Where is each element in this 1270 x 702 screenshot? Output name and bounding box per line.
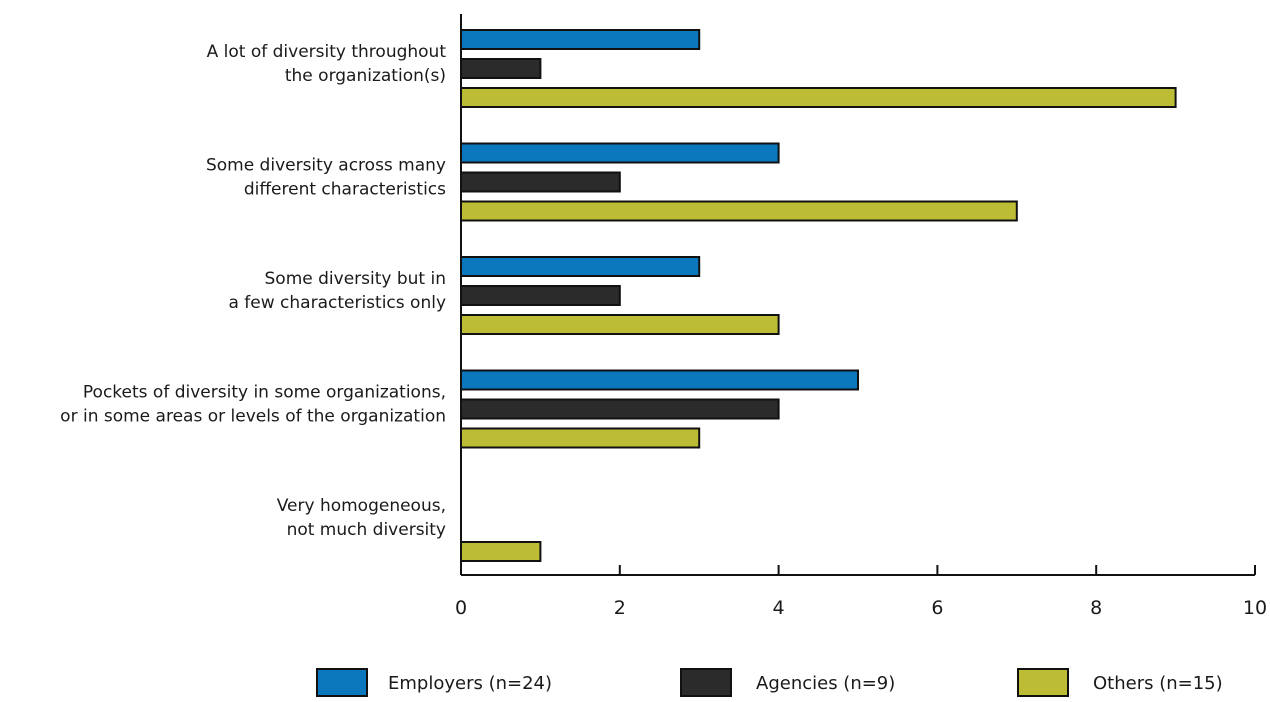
- category-label-line: the organization(s): [285, 66, 446, 86]
- legend-label: Others (n=15): [1093, 673, 1223, 694]
- bar-0-0: [460, 29, 701, 50]
- x-tick-label: 2: [614, 597, 626, 619]
- bar-0-2: [460, 256, 701, 277]
- bar-1-0: [460, 58, 542, 79]
- x-tick-label: 8: [1090, 597, 1102, 619]
- bar-1-1: [460, 171, 621, 193]
- bar-2-0: [460, 87, 1177, 108]
- x-tick-label: 0: [455, 597, 467, 619]
- category-label-line: Some diversity but in: [265, 269, 446, 289]
- bar-1-3: [460, 398, 780, 420]
- category-label: Some diversity but in a few characteristi…: [228, 269, 446, 313]
- category-label-line: Pockets of diversity in some organizatio…: [83, 383, 446, 403]
- bar-2-1: [460, 200, 1018, 222]
- bar-2-3: [460, 427, 701, 449]
- bar-0-1: [460, 142, 780, 164]
- category-label-line: A lot of diversity throughout: [207, 42, 447, 62]
- legend-swatch: [316, 668, 368, 697]
- category-labels-group: A lot of diversity throughout the organiz…: [60, 42, 446, 540]
- axes-group: [460, 14, 1255, 576]
- bar-1-2: [460, 285, 621, 306]
- x-tick-label: 4: [773, 597, 785, 619]
- bars-group: [460, 29, 1177, 562]
- category-label-line: different characteristics: [244, 180, 446, 200]
- category-label: A lot of diversity throughout the organiz…: [207, 42, 447, 86]
- category-label-line: a few characteristics only: [228, 293, 446, 313]
- category-label: Pockets of diversity in some organizatio…: [60, 383, 446, 427]
- legend-swatch: [680, 668, 732, 697]
- legend-label: Agencies (n=9): [756, 673, 895, 694]
- category-label-line: Very homogeneous,: [277, 496, 446, 516]
- tick-labels-group: 0 2 4 6 8 10: [455, 565, 1267, 619]
- category-label: Some diversity across many different char…: [206, 156, 446, 200]
- x-tick-label: 10: [1243, 597, 1267, 619]
- bar-2-2: [460, 314, 780, 335]
- category-label-line: or in some areas or levels of the organi…: [60, 407, 446, 427]
- legend: Employers (n=24) Agencies (n=9) Others (n=…: [316, 668, 1223, 697]
- category-label: Very homogeneous, not much diversity: [277, 496, 446, 540]
- category-label-line: not much diversity: [287, 520, 446, 540]
- legend-label: Employers (n=24): [388, 673, 552, 694]
- legend-swatch: [1017, 668, 1069, 697]
- bar-0-3: [460, 369, 859, 391]
- x-tick-label: 6: [931, 597, 943, 619]
- category-label-line: Some diversity across many: [206, 156, 446, 176]
- bar-2-4: [460, 541, 542, 562]
